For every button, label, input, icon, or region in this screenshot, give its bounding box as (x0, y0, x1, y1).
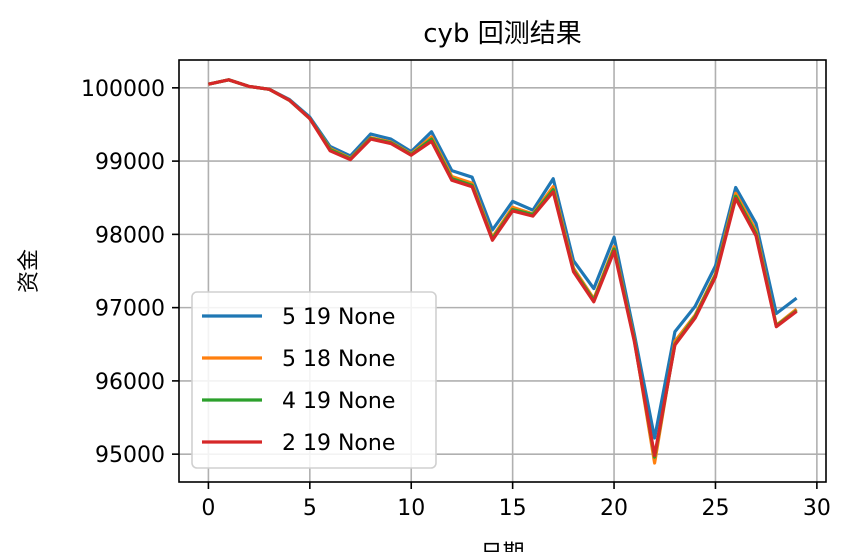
legend-label: 5 18 None (282, 347, 395, 372)
x-axis-ticks: 0 5 10 15 20 25 30 (201, 482, 831, 521)
chart-title: cyb 回测结果 (423, 19, 581, 49)
y-axis-ticks: 95000 96000 97000 98000 99000 100000 (81, 77, 179, 468)
x-tick-label: 20 (600, 496, 628, 521)
legend: 5 19 None 5 18 None 4 19 None 2 19 None (191, 291, 437, 469)
series-lines (208, 78, 798, 465)
x-tick-label: 25 (701, 496, 729, 521)
legend-box (191, 291, 437, 469)
plot-frame (178, 59, 827, 483)
x-tick-label: 0 (201, 496, 215, 521)
series-line-4 (208, 78, 798, 458)
y-axis-label: 资金 (17, 249, 42, 293)
x-tick-label: 5 (303, 496, 317, 521)
y-tick-label: 98000 (95, 223, 165, 248)
x-tick-label: 15 (499, 496, 527, 521)
x-tick-label: 10 (397, 496, 425, 521)
y-tick-label: 97000 (95, 297, 165, 322)
y-tick-label: 100000 (81, 77, 165, 102)
legend-label: 5 19 None (282, 305, 395, 330)
y-tick-label: 96000 (95, 370, 165, 395)
legend-label: 2 19 None (282, 431, 395, 456)
legend-label: 4 19 None (282, 389, 395, 414)
y-tick-label: 95000 (95, 443, 165, 468)
x-axis-label: 日期 (480, 541, 524, 552)
x-tick-label: 30 (803, 496, 831, 521)
y-tick-label: 99000 (95, 150, 165, 175)
